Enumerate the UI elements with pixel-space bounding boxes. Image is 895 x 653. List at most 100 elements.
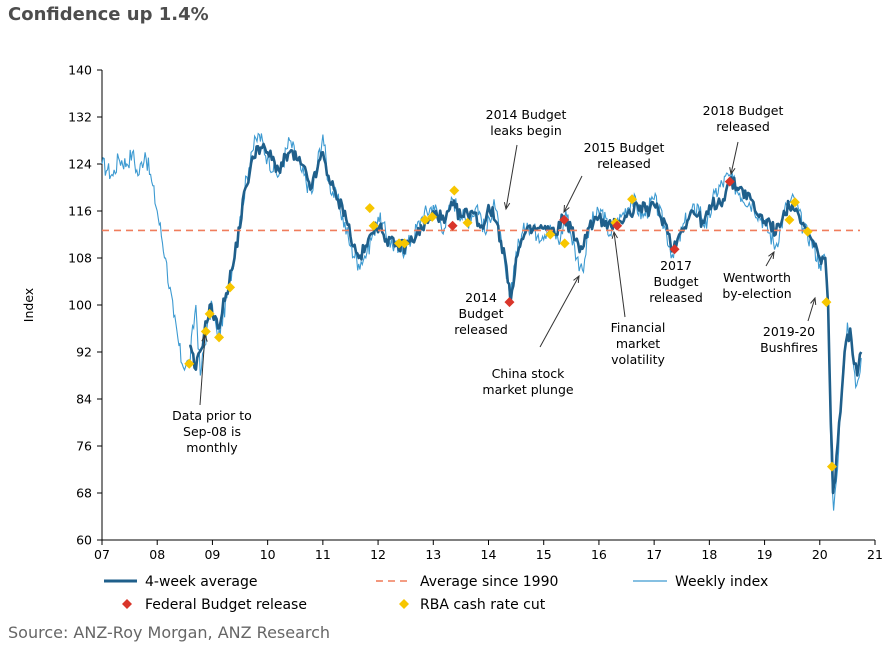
annotation-text: China stock: [492, 366, 566, 381]
legend-label-average: Average since 1990: [420, 574, 558, 590]
annotation-text: Wentworth: [723, 270, 791, 285]
rba-cut-marker: [784, 214, 795, 225]
annotation-text: 2015 Budget: [584, 140, 665, 155]
rba-cut-marker: [225, 282, 236, 293]
y-tick-label: 76: [76, 439, 92, 454]
legend-label-weekly: Weekly index: [675, 574, 768, 590]
x-tick-label: 21: [867, 547, 883, 562]
rba-cut-marker: [364, 203, 375, 214]
annotation-arrowhead: [573, 274, 580, 284]
y-tick-label: 116: [68, 204, 92, 219]
annotation-arrow: [730, 141, 739, 175]
x-tick-label: 15: [536, 547, 552, 562]
annotation-arrow: [563, 175, 583, 213]
y-tick-label: 100: [68, 298, 92, 313]
annotation-text: market plunge: [482, 382, 574, 397]
rba-cut-marker: [394, 238, 405, 249]
y-tick-label: 60: [76, 533, 92, 548]
x-tick-label: 11: [315, 547, 331, 562]
x-tick-label: 10: [260, 547, 276, 562]
legend-label-budget: Federal Budget release: [145, 597, 307, 613]
budget-release-marker: [504, 297, 515, 308]
x-tick-label: 07: [94, 547, 110, 562]
annotation-arrowhead: [611, 230, 618, 239]
annotation-text: Data prior to: [172, 408, 252, 423]
annotation-text: Sep-08 is: [183, 424, 241, 439]
rba-cut-marker: [627, 194, 638, 205]
annotation-text: released: [597, 156, 651, 171]
annotation-arrowhead: [810, 296, 817, 306]
annotation-arrowhead: [768, 250, 775, 260]
annotation-arrow: [765, 251, 775, 267]
x-tick-label: 12: [370, 547, 386, 562]
annotation-text: Budget: [654, 274, 699, 289]
y-tick-label: 84: [76, 392, 92, 407]
source-note: Source: ANZ-Roy Morgan, ANZ Research: [8, 623, 331, 642]
y-tick-label: 140: [68, 63, 92, 78]
rba-cut-marker: [184, 358, 195, 369]
annotation-text: Budget: [459, 306, 504, 321]
legend-label-4week: 4-week average: [145, 574, 258, 590]
rba-cut-marker: [826, 461, 837, 472]
y-tick-label: 92: [76, 345, 92, 360]
annotation-arrow: [539, 275, 580, 348]
annotation-text: Financial: [611, 320, 666, 335]
annotation-arrowhead: [729, 167, 736, 176]
rba-cut-marker: [204, 308, 215, 319]
legend-swatch-budget: [122, 599, 132, 609]
annotation-text: leaks begin: [490, 123, 562, 138]
annotation-arrowhead: [503, 202, 511, 211]
annotation-text: 2014 Budget: [486, 107, 567, 122]
rba-cut-marker: [789, 197, 800, 208]
x-tick-label: 19: [757, 547, 773, 562]
annotation-arrow: [505, 144, 518, 210]
annotation-arrowhead: [563, 204, 570, 214]
legend-label-rba: RBA cash rate cut: [420, 597, 546, 613]
budget-release-marker: [669, 244, 680, 255]
annotation-text: Bushfires: [760, 340, 818, 355]
annotation-text: volatility: [611, 352, 665, 367]
annotation-text: 2019-20: [763, 324, 815, 339]
annotation-text: released: [716, 119, 770, 134]
budget-release-marker: [559, 214, 570, 225]
rba-cut-marker: [559, 238, 570, 249]
annotation-arrowhead: [201, 333, 208, 342]
budget-release-marker: [724, 176, 735, 187]
rba-cut-marker: [200, 326, 211, 337]
rba-cut-marker: [420, 214, 431, 225]
y-tick-label: 68: [76, 486, 92, 501]
rba-cut-marker: [449, 185, 460, 196]
rba-cut-marker: [802, 226, 813, 237]
rba-cut-marker: [368, 220, 379, 231]
y-tick-label: 108: [68, 251, 92, 266]
four-week-average-line: [189, 142, 863, 495]
rba-cut-marker: [399, 238, 410, 249]
x-tick-label: 17: [646, 547, 662, 562]
annotation-text: by-election: [722, 286, 791, 301]
annotation-text: monthly: [186, 440, 238, 455]
x-tick-label: 13: [425, 547, 441, 562]
annotation-arrow: [807, 297, 816, 322]
annotation-arrow: [199, 334, 206, 406]
y-tick-label: 132: [68, 110, 92, 125]
annotation-arrow: [613, 231, 626, 318]
y-tick-label: 124: [68, 157, 92, 172]
rba-cut-marker: [821, 297, 832, 308]
annotation-text: released: [649, 290, 703, 305]
annotation-text: released: [454, 322, 508, 337]
rba-cut-marker: [462, 217, 473, 228]
budget-release-marker: [612, 220, 623, 231]
rba-cut-marker: [545, 229, 556, 240]
rba-cut-marker: [214, 332, 225, 343]
legend-swatch-rba: [399, 599, 409, 609]
x-tick-label: 20: [812, 547, 828, 562]
budget-release-marker: [447, 220, 458, 231]
chart-title: Confidence up 1.4%: [8, 4, 209, 25]
x-tick-label: 14: [481, 547, 497, 562]
annotation-text: 2017: [660, 258, 692, 273]
x-tick-label: 16: [591, 547, 607, 562]
x-tick-label: 09: [204, 547, 220, 562]
rba-cut-marker: [427, 211, 438, 222]
y-axis-label: Index: [21, 288, 36, 322]
